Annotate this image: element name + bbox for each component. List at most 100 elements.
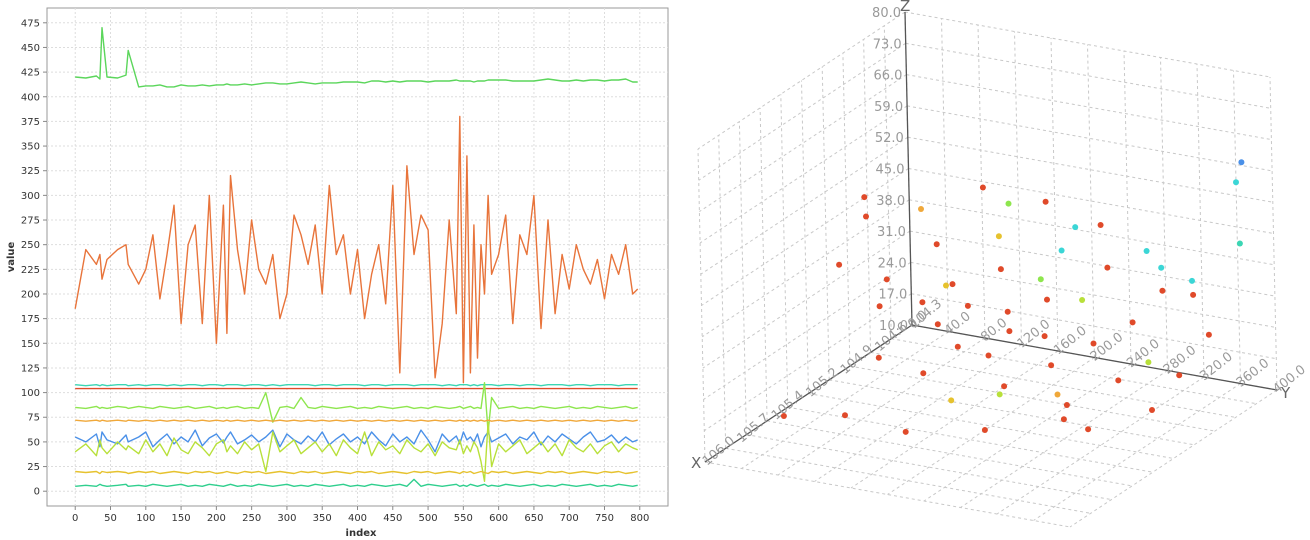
series-line-5	[75, 419, 638, 422]
scatter-point	[997, 266, 1004, 273]
series-line-9	[75, 478, 638, 487]
y-tick-label: 75	[27, 413, 40, 424]
y-axis-label: value	[6, 241, 17, 272]
scatter-point	[995, 233, 1002, 240]
z-tick-label: 10.0	[879, 319, 908, 334]
x-axis-label: index	[346, 528, 377, 539]
x-tick-label: 550	[454, 513, 473, 524]
y-tick-label: 250	[21, 240, 40, 251]
floor-grid-line	[808, 393, 1174, 459]
scatter-point	[1097, 222, 1104, 228]
side-wall-grid-line	[697, 11, 906, 150]
scatter-point	[875, 354, 882, 361]
scatter-point	[1079, 297, 1086, 303]
z-tick-label: 45.0	[876, 163, 905, 178]
back-wall-grid-line	[1196, 63, 1205, 378]
y-axis-name: Y	[1280, 384, 1291, 402]
scatter-point	[863, 213, 869, 220]
chart-background	[680, 0, 1310, 540]
back-wall-grid-line	[910, 261, 1276, 328]
floor-grid-line	[704, 461, 1071, 528]
back-wall-grid-line	[907, 105, 1273, 172]
y-tick-label: 100	[21, 388, 40, 399]
z-tick-label: 38.0	[876, 194, 905, 209]
y-tick-label: 275	[21, 216, 40, 227]
scatter-point	[780, 413, 787, 419]
side-wall-grid-line	[701, 168, 909, 306]
y-axis-line	[911, 324, 1278, 391]
scatter-point	[1190, 291, 1197, 298]
scatter-point	[985, 352, 992, 359]
scatter-point	[1238, 159, 1245, 166]
scatter-point	[1041, 333, 1048, 340]
scatter-point	[1004, 308, 1011, 315]
scatter-point	[1104, 264, 1111, 271]
z-tick-label: 52.0	[875, 131, 904, 146]
scatter-point	[934, 321, 941, 328]
floor-grid-line	[767, 420, 1133, 487]
back-wall-grid-line	[911, 293, 1277, 360]
scatter-point	[1189, 277, 1195, 284]
scatter-point	[949, 281, 956, 288]
floor-grid-line	[996, 376, 1205, 515]
scatter-point	[1042, 198, 1049, 205]
floor-grid-line	[870, 351, 1236, 418]
z-tick-label: 59.0	[874, 100, 903, 115]
y-tick-label: 475	[21, 18, 40, 29]
floor-grid-line	[887, 357, 1095, 495]
side-wall-grid-line	[697, 148, 706, 463]
floor-grid-line	[725, 447, 1091, 514]
back-wall-grid-line	[909, 199, 1275, 266]
floor-grid-line	[741, 331, 949, 469]
scatter-point	[981, 427, 988, 433]
y-tick-label: 350	[21, 142, 40, 153]
back-wall-grid-line	[908, 168, 1274, 234]
back-wall-grid-line	[1269, 76, 1278, 391]
series-line-0	[75, 27, 638, 88]
scatter-point	[996, 391, 1003, 398]
scatter-point	[1159, 287, 1166, 294]
scatter-point	[1236, 240, 1243, 247]
x-tick-label: 50	[104, 513, 117, 524]
x-tick-label: 400	[348, 513, 367, 524]
scatter-point	[964, 302, 971, 309]
side-wall-grid-line	[738, 121, 747, 435]
y-tick-label: 300	[21, 191, 40, 202]
y-tick-label: 25	[27, 462, 40, 473]
scatter-point	[861, 194, 868, 201]
x-tick-label: 150	[172, 513, 191, 524]
scatter-point	[1037, 276, 1044, 283]
scatter-point	[943, 282, 949, 289]
x-tick-labels: 0 50 100 150 200 250 300 350 400 450 500 550 600 650 7…	[72, 506, 649, 524]
floor-grid-line	[849, 365, 1215, 432]
series-lines	[74, 27, 639, 487]
back-wall-grid-line	[1233, 70, 1241, 384]
scatter-point	[1145, 359, 1152, 366]
scatter-point	[918, 206, 924, 212]
scatter-points	[780, 159, 1245, 435]
y-tick-label: 200	[21, 289, 40, 300]
z-tick-label: 24.0	[878, 256, 907, 271]
scatter-point	[919, 299, 926, 306]
floor-grid-line	[746, 434, 1112, 501]
scatter-point	[902, 428, 909, 435]
y-tick-label: 125	[21, 363, 40, 374]
series-line-7	[74, 421, 638, 482]
x-axis-line	[704, 324, 913, 463]
scatter-point	[1001, 383, 1008, 390]
scatter-point	[1005, 200, 1012, 207]
scatter-point	[933, 241, 940, 248]
scatter-point	[1006, 328, 1013, 335]
y-tick-label: 325	[21, 166, 40, 177]
side-wall-grid-line	[699, 74, 907, 213]
x-tick-label: 250	[242, 513, 261, 524]
x-tick-label: 650	[524, 513, 543, 524]
scatter-point	[920, 370, 927, 377]
back-wall-grid-line	[1087, 44, 1095, 358]
floor-grid-line	[814, 344, 1022, 482]
y-tick-label: 400	[21, 92, 40, 103]
x-tick-label: 0	[72, 513, 78, 524]
x-tick-label: 200	[207, 513, 226, 524]
side-wall-grid-line	[698, 42, 906, 181]
scatter-point	[954, 343, 961, 350]
